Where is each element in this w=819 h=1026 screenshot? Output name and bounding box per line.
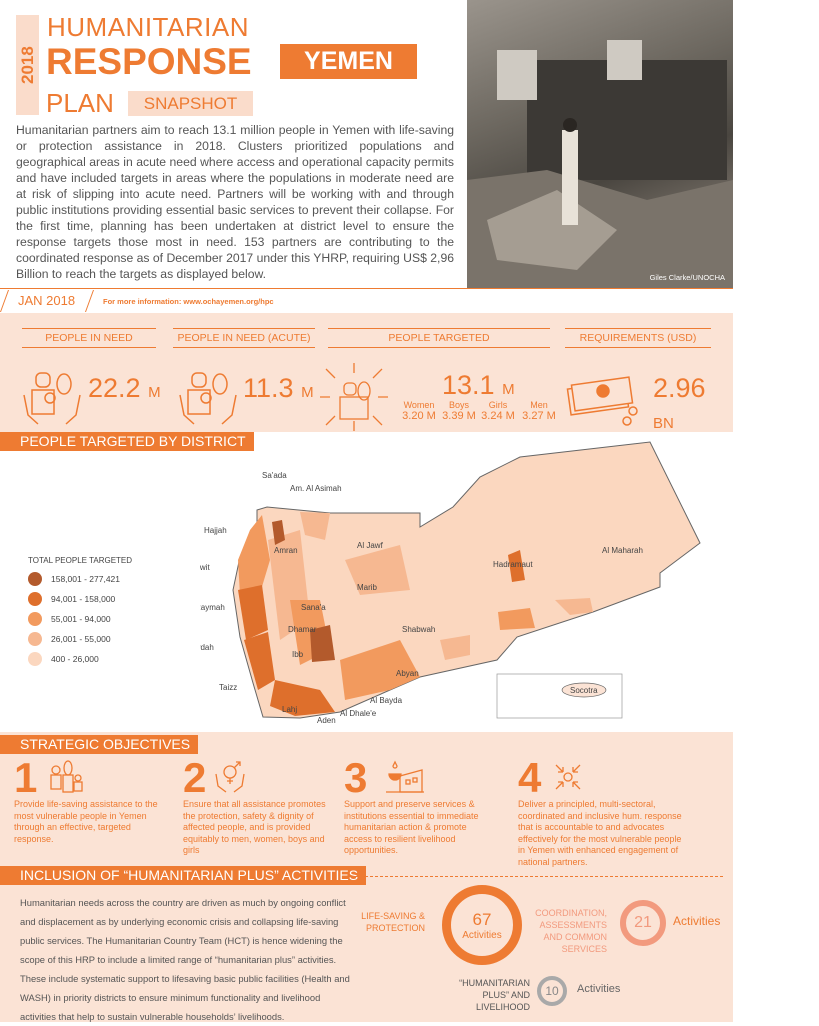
objective-number: 1: [14, 754, 38, 801]
more-info-link[interactable]: For more information: www.ochayemen.org/…: [103, 297, 274, 306]
building-services-icon: [386, 760, 424, 793]
map-label: Aden: [317, 716, 336, 725]
map-label: Al Bayda: [370, 696, 403, 705]
pin-label: PEOPLE IN NEED: [22, 328, 156, 348]
map-label: Al Mahwit: [200, 563, 210, 572]
map-label: Raymah: [200, 603, 225, 612]
map-label: Al Jawf: [357, 541, 384, 550]
map-label: Sa'ada: [262, 471, 287, 480]
date-label: JAN 2018: [18, 293, 76, 308]
cover-photo: Giles Clarke/UNOCHA: [467, 0, 733, 288]
legend-label: 26,001 - 55,000: [51, 634, 111, 644]
map-label: Lahj: [282, 705, 297, 714]
objective-text: Support and preserve services & institut…: [344, 799, 479, 855]
title-line-3: PLAN: [46, 88, 114, 118]
legend-label: 55,001 - 94,000: [51, 614, 111, 624]
legend-swatch: [28, 652, 42, 666]
map-section-title: PEOPLE TARGETED BY DISTRICT: [0, 432, 254, 451]
socotra-inset: [496, 673, 623, 719]
ring-lifesaving: 67 Activities: [442, 885, 522, 965]
legend-swatch: [28, 612, 42, 626]
objective-text: Deliver a principled, multi-sectoral, co…: [518, 799, 682, 867]
map-label: Amran: [274, 546, 298, 555]
intro-text: Humanitarian partners aim to reach 13.1 …: [16, 123, 454, 281]
acute-value: 11.3 M: [243, 373, 314, 403]
pin-value: 22.2 M: [88, 373, 161, 403]
group-label-coordination: COORDINATION, ASSESSMENTS AND COMMON SER…: [535, 908, 607, 954]
dashed-divider: [350, 876, 723, 877]
requirements-label: REQUIREMENTS (USD): [565, 328, 711, 348]
objective-number: 2: [183, 754, 207, 801]
map-label: Ibb: [292, 650, 304, 659]
year-badge: 2018: [16, 15, 39, 115]
map-label: Dhamar: [288, 625, 317, 634]
legend-swatch: [28, 632, 42, 646]
objective-text: Provide life-saving assistance to the mo…: [14, 799, 158, 844]
plus-unit: Activities: [577, 983, 621, 995]
title-line-1: HUMANITARIAN: [47, 12, 249, 42]
objective-number: 4: [518, 754, 542, 801]
acute-label: PEOPLE IN NEED (ACUTE): [173, 328, 315, 348]
legend-item: 400 - 26,000: [28, 649, 132, 669]
snapshot-badge: SNAPSHOT: [128, 91, 253, 116]
key-figures: PEOPLE IN NEED PEOPLE IN NEED (ACUTE) PE…: [0, 313, 733, 432]
plus-text: Humanitarian needs across the country ar…: [20, 897, 350, 1022]
coordination-arrows-icon: [555, 764, 581, 790]
requirements-value: 2.96 BN: [653, 373, 706, 432]
ring-plus: 10: [537, 976, 567, 1006]
legend-label: 158,001 - 277,421: [51, 574, 121, 584]
legend-item: 158,001 - 277,421: [28, 569, 132, 589]
classroom-photo-illustration: [467, 40, 733, 288]
objective-number: 3: [344, 754, 368, 801]
district-shading: [238, 512, 593, 716]
group-label-lifesaving: LIFE-SAVING & PROTECTION: [361, 911, 425, 933]
money-icon: [566, 376, 638, 426]
legend-label: 400 - 26,000: [51, 654, 99, 664]
map-label: Hadramaut: [493, 560, 533, 569]
map-label: Abyan: [396, 669, 419, 678]
legend-title: TOTAL PEOPLE TARGETED: [28, 556, 133, 565]
plus-section-title: INCLUSION OF “HUMANITARIAN PLUS” ACTIVIT…: [0, 866, 367, 885]
map-label: Sana'a: [301, 603, 326, 612]
country-badge: YEMEN: [280, 44, 417, 79]
legend-item: 26,001 - 55,000: [28, 629, 132, 649]
map-label: Al Hudaydah: [200, 643, 214, 652]
map-label: Socotra: [570, 686, 598, 695]
yemen-outline: [232, 441, 701, 719]
legend-swatch: [28, 572, 42, 586]
gender-hands-icon: [215, 761, 245, 793]
coordination-unit: Activities: [673, 914, 721, 928]
people-in-need-icon: [23, 372, 81, 425]
legend-item: 94,001 - 158,000: [28, 589, 132, 609]
map-label: Shabwah: [402, 625, 435, 634]
targeted-value: 13.1 M: [442, 370, 515, 400]
map-label: Marib: [357, 583, 378, 592]
legend-item: 55,001 - 94,000: [28, 609, 132, 629]
objective-text: Ensure that all assistance promotes the …: [183, 799, 326, 855]
map-label: Taizz: [219, 683, 237, 692]
map-label: Al Maharah: [602, 546, 643, 555]
breakdown-women: Women 3.20 M: [402, 400, 436, 422]
breakdown-girls: Girls 3.24 M: [481, 400, 515, 422]
ring-coordination: 21: [620, 900, 666, 946]
photo-credit: Giles Clarke/UNOCHA: [649, 273, 725, 282]
legend-swatch: [28, 592, 42, 606]
divider: [0, 288, 733, 289]
map-label: Hajjah: [204, 526, 227, 535]
objectives-title: STRATEGIC OBJECTIVES: [0, 735, 199, 754]
people-in-need-acute-icon: [179, 372, 237, 425]
targeted-label: PEOPLE TARGETED: [328, 328, 550, 348]
breakdown-boys: Boys 3.39 M: [442, 400, 476, 422]
legend-label: 94,001 - 158,000: [51, 594, 116, 604]
map-label: Al Dhale'e: [340, 709, 377, 718]
breakdown-men: Men 3.27 M: [522, 400, 556, 422]
family-icon: [50, 760, 83, 793]
people-targeted-icon: [320, 363, 388, 431]
map-legend: TOTAL PEOPLE TARGETED 158,001 - 277,421 9…: [28, 556, 132, 669]
title-line-2: RESPONSE: [46, 41, 252, 82]
map-label: Am. Al Asimah: [290, 484, 342, 493]
group-label-plus: “HUMANITARIAN PLUS” AND LIVELIHOOD: [459, 978, 530, 1012]
